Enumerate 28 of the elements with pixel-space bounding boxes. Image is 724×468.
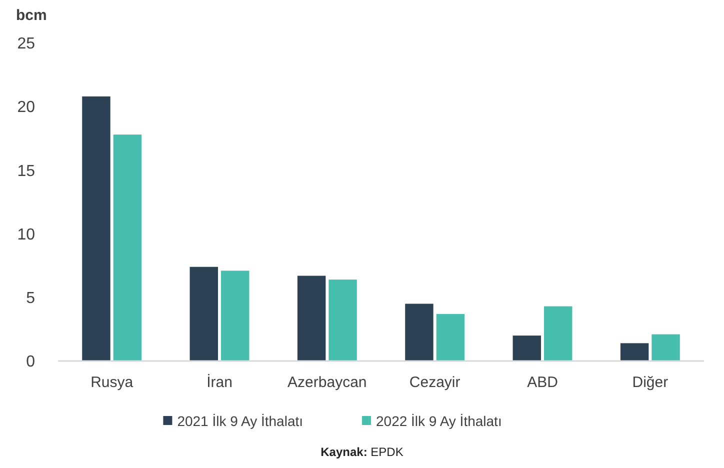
x-tick-label: Rusya: [90, 374, 134, 391]
x-tick-label: ABD: [527, 374, 558, 391]
legend-label: 2022 İlk 9 Ay İthalatı: [376, 412, 502, 429]
x-tick-label: İran: [206, 373, 232, 391]
y-tick-label: 0: [26, 354, 36, 371]
bar: [190, 266, 218, 361]
bar: [82, 96, 110, 361]
y-tick-label: 5: [26, 290, 36, 307]
bar: [620, 343, 649, 361]
text: Kaynak: EPDK: [320, 445, 404, 459]
bar: [113, 134, 142, 361]
y-tick-label: 10: [17, 226, 36, 244]
x-tick-label: Diğer: [632, 374, 668, 391]
legend-label: 2021 İlk 9 Ay İthalatı: [177, 412, 304, 429]
bar: [297, 276, 326, 361]
bar: [544, 306, 572, 361]
y-tick-label: 25: [17, 36, 36, 53]
x-tick-label: Cezayir: [409, 374, 460, 391]
x-tick-label: Azerbaycan: [288, 374, 367, 391]
bar: [652, 334, 680, 361]
y-tick-label: 20: [17, 99, 36, 116]
y-axis-title: bcm: [16, 7, 47, 24]
bar: [436, 314, 465, 361]
bar: [221, 270, 250, 361]
bar: [512, 336, 541, 361]
y-tick-label: 15: [17, 162, 36, 180]
bar: [405, 304, 434, 361]
bar: [328, 280, 357, 361]
